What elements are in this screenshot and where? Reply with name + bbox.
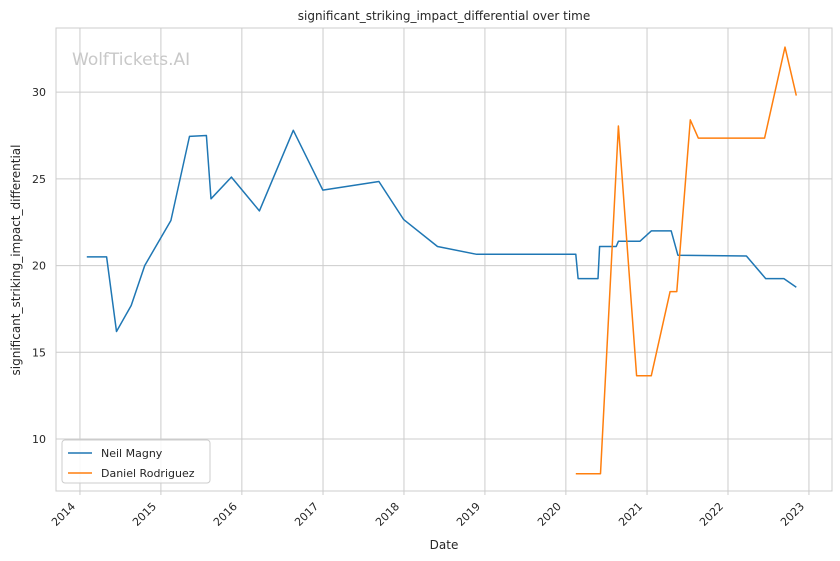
x-axis-title: Date bbox=[430, 538, 459, 552]
y-tick-label: 15 bbox=[32, 346, 46, 359]
legend-label: Neil Magny bbox=[101, 447, 163, 460]
x-axis: 2014 2015 2016 2017 2018 2019 2020 2021 2022 2023 bbox=[49, 491, 810, 529]
series-layer bbox=[86, 46, 798, 475]
x-tick-label: 2018 bbox=[373, 500, 402, 529]
y-tick-label: 25 bbox=[32, 173, 46, 186]
y-axis-title: significant_striking_impact_differential bbox=[9, 145, 23, 376]
x-tick-label: 2020 bbox=[535, 500, 564, 529]
watermark: WolfTickets.AI bbox=[72, 50, 190, 70]
x-tick-label: 2021 bbox=[616, 500, 645, 529]
x-tick-label: 2022 bbox=[697, 500, 726, 529]
x-tick-label: 2019 bbox=[454, 500, 483, 529]
plot-frame bbox=[55, 27, 833, 492]
y-tick-label: 10 bbox=[32, 433, 46, 446]
legend-box bbox=[61, 439, 211, 484]
legend: Neil Magny Daniel Rodriguez bbox=[61, 439, 211, 484]
x-tick-label: 2017 bbox=[292, 500, 321, 529]
grid bbox=[56, 28, 832, 491]
y-tick-label: 20 bbox=[32, 260, 46, 273]
series-line-1 bbox=[575, 46, 798, 475]
series-line-0 bbox=[86, 129, 797, 333]
chart-title: significant_striking_impact_differential… bbox=[298, 9, 590, 23]
y-axis: 10 15 20 25 30 bbox=[32, 86, 46, 446]
x-tick-label: 2023 bbox=[778, 500, 807, 529]
legend-label: Daniel Rodriguez bbox=[101, 467, 195, 480]
plot-area bbox=[56, 28, 832, 491]
y-tick-label: 30 bbox=[32, 86, 46, 99]
x-tick-label: 2015 bbox=[130, 500, 159, 529]
x-tick-label: 2016 bbox=[211, 500, 240, 529]
x-tick-label: 2014 bbox=[49, 500, 78, 529]
